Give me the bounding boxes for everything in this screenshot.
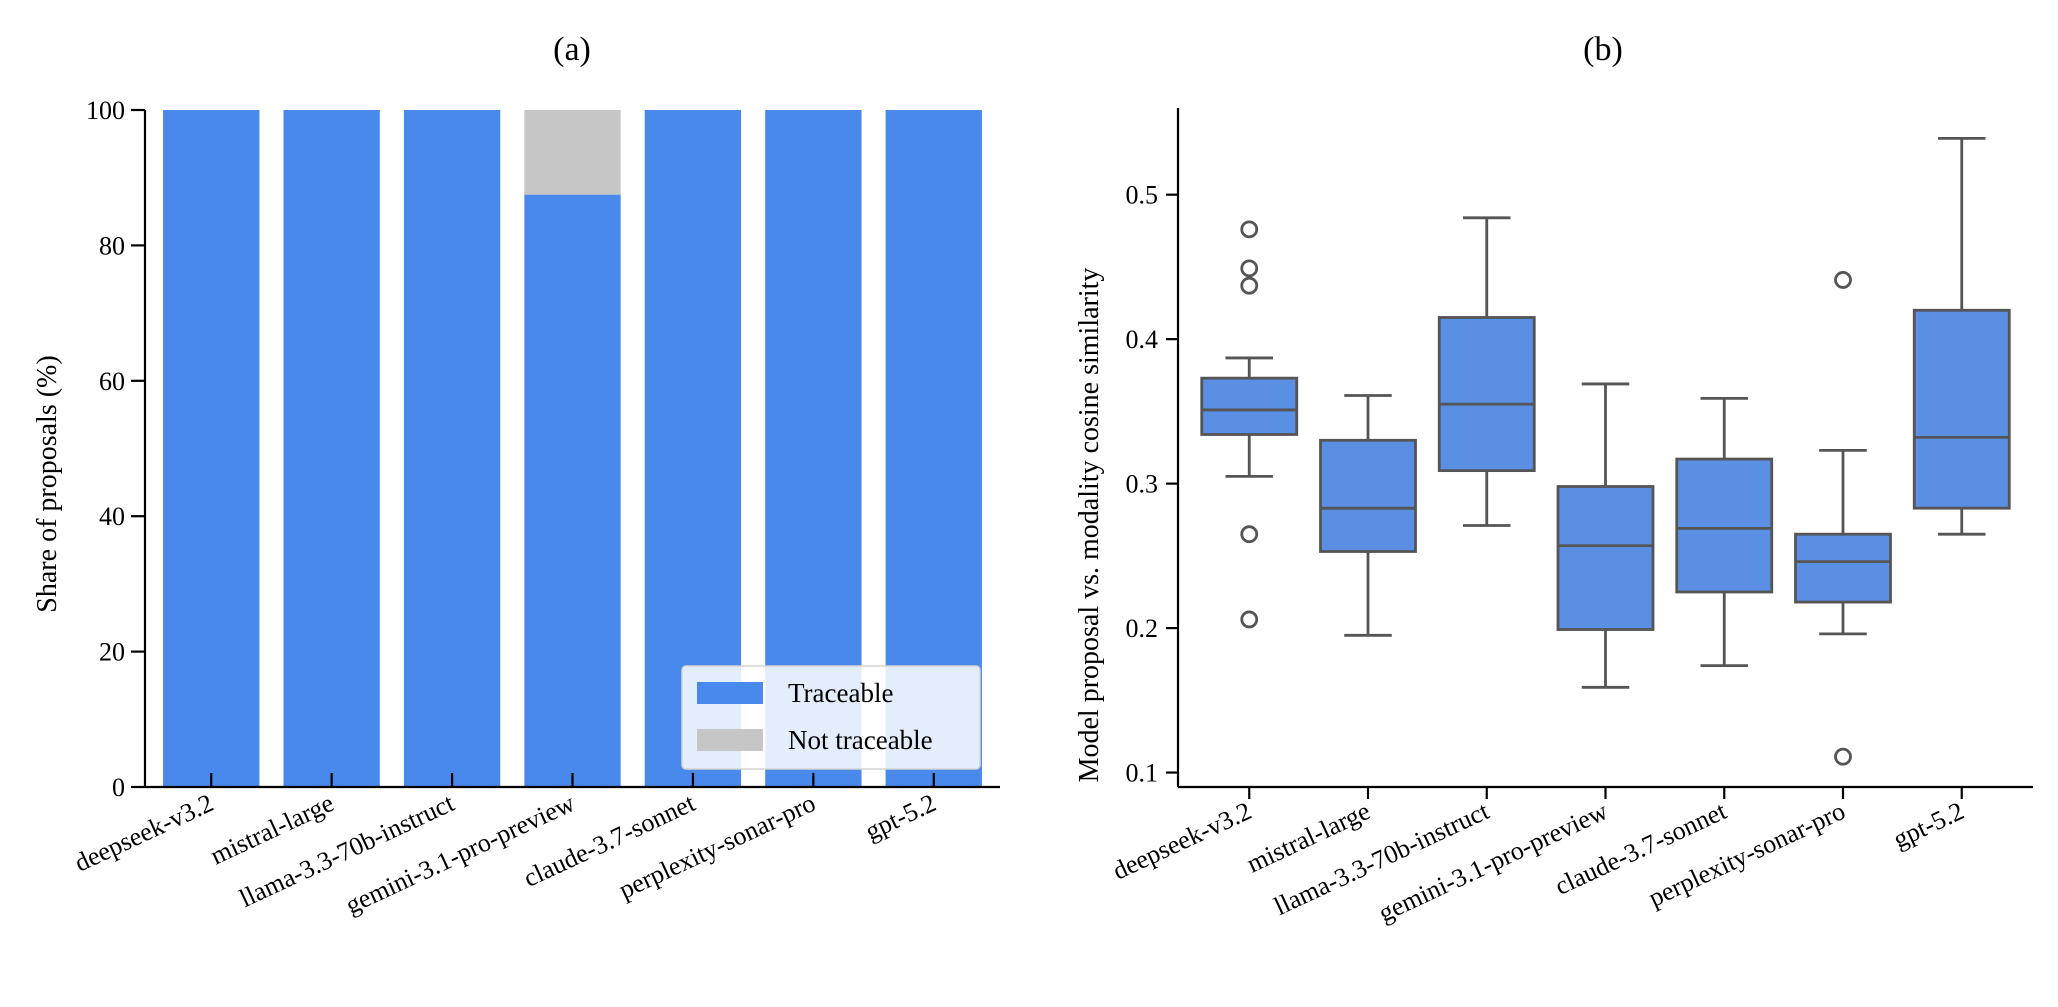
panel-b-y-tick-label-4: 0.5 bbox=[1126, 181, 1159, 210]
outlier-0-4 bbox=[1240, 610, 1259, 629]
panel-b-x-tick-label-6: gpt-5.2 bbox=[1889, 796, 1969, 854]
panel-b-y-tick-label-2: 0.3 bbox=[1126, 470, 1159, 499]
box-6 bbox=[1912, 136, 2011, 536]
panel-b-y-tick-label-3: 0.4 bbox=[1126, 325, 1159, 354]
box-iqr-5 bbox=[1794, 532, 1892, 604]
box-iqr-4 bbox=[1675, 457, 1774, 594]
panel-a-y-tick-label-4: 80 bbox=[99, 231, 125, 260]
panel-a-y-tick-label-0: 0 bbox=[112, 773, 125, 802]
panel-a-y-tick-label-1: 20 bbox=[99, 638, 125, 667]
panel-b-x-tick-label-0: deepseek-v3.2 bbox=[1108, 796, 1256, 885]
panel-a-y-tick-label-3: 60 bbox=[99, 367, 125, 396]
box-iqr-2 bbox=[1437, 316, 1536, 473]
bar-traceable-0 bbox=[163, 110, 260, 787]
panel-a-y-tick-label-2: 40 bbox=[99, 502, 125, 531]
outlier-0-1 bbox=[1240, 259, 1259, 278]
panel-a: (a) Share of proposals (%) deepseek-v3.2… bbox=[32, 31, 1000, 920]
box-iqr-3 bbox=[1556, 485, 1655, 631]
box-3 bbox=[1556, 382, 1655, 689]
legend-label-traceable: Traceable bbox=[788, 678, 893, 708]
box-5 bbox=[1794, 271, 1892, 766]
outlier-5-1 bbox=[1834, 747, 1852, 766]
box-2 bbox=[1437, 216, 1536, 527]
panel-a-y-tick-label-5: 100 bbox=[86, 96, 125, 125]
box-iqr-6 bbox=[1912, 308, 2011, 510]
legend-swatch-traceable bbox=[697, 682, 763, 704]
box-iqr-1 bbox=[1319, 438, 1417, 553]
panel-b-y-axis-label: Model proposal vs. modality cosine simil… bbox=[1074, 268, 1105, 783]
panel-a-title: (a) bbox=[553, 31, 591, 68]
panel-a-y-axis-label: Share of proposals (%) bbox=[32, 355, 63, 612]
outlier-5-0 bbox=[1834, 271, 1852, 289]
panel-b-boxes bbox=[1200, 136, 2011, 766]
bar-not-traceable-3 bbox=[524, 110, 621, 195]
outlier-0-3 bbox=[1240, 525, 1259, 544]
panel-a-x-tick-label-3: gemini-3.1-pro-preview bbox=[341, 788, 579, 920]
panel-b-y-tick-label-1: 0.2 bbox=[1126, 614, 1159, 643]
box-iqr-0 bbox=[1200, 376, 1299, 436]
legend-swatch-not-traceable bbox=[697, 729, 763, 751]
box-0 bbox=[1200, 220, 1299, 629]
box-1 bbox=[1319, 394, 1417, 637]
panel-b: (b) Model proposal vs. modality cosine s… bbox=[1074, 31, 2033, 928]
outlier-0-2 bbox=[1240, 276, 1259, 295]
panel-b-x-tick-label-5: perplexity-sonar-pro bbox=[1644, 796, 1849, 912]
panel-a-x-tick-label-0: deepseek-v3.2 bbox=[70, 788, 218, 877]
bar-traceable-2 bbox=[403, 110, 501, 787]
bar-traceable-1 bbox=[283, 110, 380, 787]
panel-b-title: (b) bbox=[1583, 31, 1623, 68]
box-4 bbox=[1675, 396, 1774, 668]
panel-a-legend: Traceable Not traceable bbox=[681, 665, 981, 770]
panel-a-x-tick-label-6: gpt-5.2 bbox=[861, 788, 941, 846]
bar-traceable-3 bbox=[524, 194, 621, 787]
outlier-0-0 bbox=[1240, 220, 1259, 239]
legend-label-not-traceable: Not traceable bbox=[788, 725, 933, 755]
panel-a-x-tick-label-5: perplexity-sonar-pro bbox=[614, 788, 819, 904]
panel-b-y-tick-label-0: 0.1 bbox=[1126, 759, 1159, 788]
